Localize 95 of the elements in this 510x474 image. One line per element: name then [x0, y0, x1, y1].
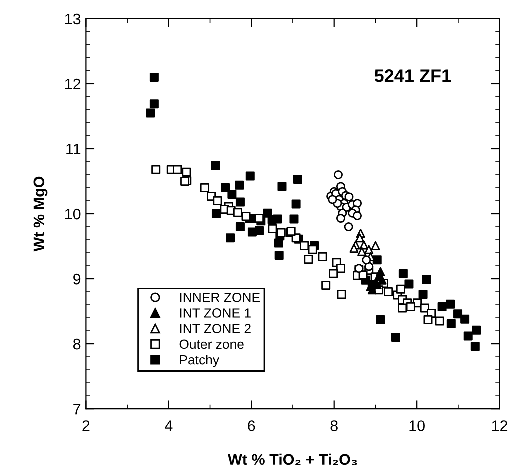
point	[328, 195, 338, 204]
point	[350, 244, 359, 253]
x-tick-label: 8	[330, 420, 338, 432]
y-tick-label: 8	[73, 338, 81, 350]
point	[221, 184, 230, 193]
y-tick-label: 11	[66, 144, 81, 155]
point	[358, 247, 367, 256]
point	[378, 276, 387, 285]
point	[233, 208, 242, 218]
point	[344, 222, 354, 232]
point	[460, 314, 470, 324]
y-tick-label: 9	[74, 274, 81, 285]
point	[364, 245, 374, 254]
x-tick-label: 4	[165, 420, 173, 432]
point	[406, 302, 416, 312]
point	[292, 200, 301, 209]
point	[212, 210, 221, 219]
point	[418, 290, 428, 300]
x-tick-label: 6	[248, 420, 256, 432]
annotation: 5241 ZF1	[374, 70, 452, 82]
point	[362, 256, 372, 265]
point	[384, 288, 394, 297]
legend-label: INT ZONE 1	[180, 308, 251, 318]
point	[278, 182, 287, 192]
point	[404, 280, 414, 289]
point	[150, 100, 159, 109]
point	[254, 226, 264, 236]
point	[438, 302, 447, 312]
point	[358, 270, 368, 280]
x-tick-label: 12	[492, 420, 508, 432]
point	[308, 245, 318, 254]
x-axis-title: Wt % TiO₂ + Ti₂O₃	[228, 454, 358, 466]
point	[246, 172, 255, 181]
point	[200, 184, 210, 193]
point	[173, 165, 182, 174]
point	[398, 304, 408, 313]
legend-label: INNER ZONE	[180, 292, 260, 302]
point	[254, 214, 264, 224]
point	[236, 198, 245, 207]
point	[293, 175, 302, 184]
point	[446, 300, 456, 309]
point	[211, 161, 220, 170]
point	[353, 211, 362, 220]
point	[422, 275, 432, 284]
point	[376, 315, 386, 324]
point	[274, 238, 284, 248]
legend-label: Outer zone	[180, 340, 244, 350]
y-tick-label: 10	[66, 208, 81, 220]
point	[304, 255, 314, 264]
point	[337, 290, 346, 300]
point	[226, 234, 236, 243]
y-tick-label: 12	[66, 78, 81, 90]
point	[228, 190, 237, 200]
legend-label: INT ZONE 2	[180, 324, 251, 334]
point	[464, 332, 473, 341]
point	[472, 326, 482, 335]
point	[242, 212, 251, 222]
point	[273, 214, 282, 224]
point	[334, 170, 343, 180]
point	[318, 252, 328, 262]
point	[268, 224, 278, 234]
point	[182, 168, 192, 177]
point	[470, 342, 480, 352]
point	[446, 319, 456, 328]
y-axis-title: Wt % MgO	[34, 176, 48, 252]
y-tick-label: 7	[74, 404, 81, 415]
x-tick-label: 2	[82, 420, 90, 432]
point	[146, 108, 156, 118]
point	[213, 196, 222, 206]
point	[398, 269, 408, 278]
point	[372, 256, 382, 265]
point	[454, 310, 463, 319]
point	[336, 264, 346, 274]
point	[276, 228, 286, 238]
point	[371, 241, 380, 250]
point	[396, 284, 406, 294]
point	[150, 72, 159, 82]
y-tick-label: 13	[66, 14, 81, 25]
point	[424, 315, 433, 324]
point	[322, 281, 331, 290]
point	[300, 241, 310, 250]
point	[236, 222, 245, 232]
point	[356, 234, 364, 243]
point	[235, 180, 244, 190]
point	[290, 214, 299, 224]
legend-label: Patchy	[180, 355, 220, 368]
point	[152, 165, 161, 174]
point	[344, 192, 354, 202]
point	[420, 304, 430, 313]
point	[274, 251, 284, 260]
point	[329, 269, 338, 278]
point	[435, 316, 444, 326]
point	[391, 333, 400, 342]
x-tick-label: 10	[410, 420, 425, 432]
point	[336, 214, 346, 224]
